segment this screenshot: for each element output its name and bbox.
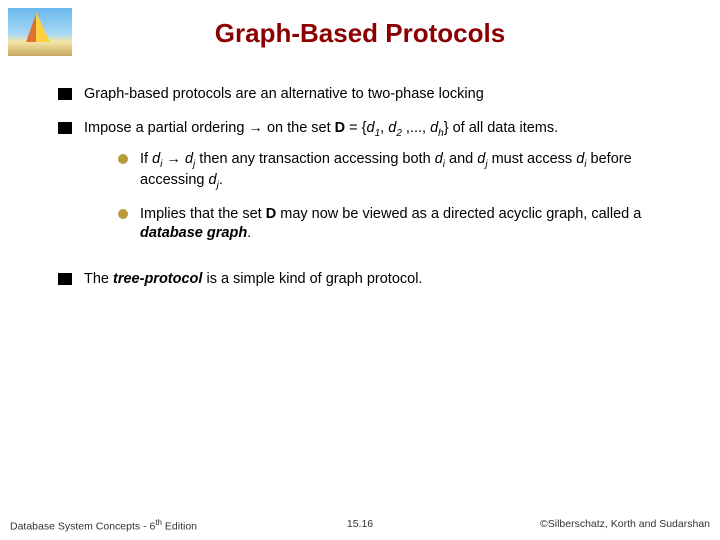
text-fragment: Implies that the set [140,206,266,222]
sub-bullet-item: Implies that the set D may now be viewed… [118,205,690,244]
slide-title: Graph-Based Protocols [0,18,720,49]
slide-footer: Database System Concepts - 6th Edition 1… [10,518,710,533]
bullet-text: Impose a partial ordering → on the set D… [84,119,690,256]
text-term: tree-protocol [113,271,202,287]
text-var: d [430,120,438,136]
text-fragment: ,..., [402,120,430,136]
bullet-item: The tree-protocol is a simple kind of gr… [58,270,690,290]
round-bullet-icon [118,209,128,219]
text-fragment: may now be viewed as a directed acyclic … [276,206,641,222]
text-fragment: The [84,271,113,287]
sub-bullet-item: If di → dj then any transaction accessin… [118,150,690,193]
text-var: d [435,151,443,167]
text-bold: D [335,120,345,136]
text-fragment: is a simple kind of graph protocol. [202,271,422,287]
footer-copyright: ©Silberschatz, Korth and Sudarshan [540,518,710,533]
text-fragment: and [445,151,477,167]
footer-page-number: 15.16 [347,518,373,530]
text-fragment: } of all data items. [444,120,558,136]
text-fragment: → [162,151,185,167]
text-bold: D [266,206,276,222]
footer-left: Database System Concepts - 6th Edition [10,518,197,533]
text-fragment: must access [488,151,577,167]
square-bullet-icon [58,273,72,285]
footer-superscript: th [155,518,162,527]
text-fragment: Impose a partial ordering → on the set [84,120,335,136]
text-var: d [367,120,375,136]
text-term: database graph [140,225,247,241]
square-bullet-icon [58,88,72,100]
slide-content: Graph-based protocols are an alternative… [58,85,690,303]
sub-bullet-text: If di → dj then any transaction accessin… [140,150,690,193]
round-bullet-icon [118,154,128,164]
text-fragment: . [247,225,251,241]
footer-text: Edition [162,520,197,532]
sub-bullet-list: If di → dj then any transaction accessin… [84,150,690,244]
sub-bullet-text: Implies that the set D may now be viewed… [140,205,690,244]
text-var: d [152,151,160,167]
text-fragment: = { [345,120,366,136]
text-var: d [209,172,217,188]
bullet-item: Graph-based protocols are an alternative… [58,85,690,105]
bullet-item: Impose a partial ordering → on the set D… [58,119,690,256]
bullet-text: Graph-based protocols are an alternative… [84,85,690,105]
text-fragment: then any transaction accessing both [195,151,434,167]
text-fragment: . [219,172,223,188]
square-bullet-icon [58,122,72,134]
text-var: d [185,151,193,167]
footer-text: Database System Concepts - 6 [10,520,155,532]
text-fragment: If [140,151,152,167]
bullet-text: The tree-protocol is a simple kind of gr… [84,270,690,290]
